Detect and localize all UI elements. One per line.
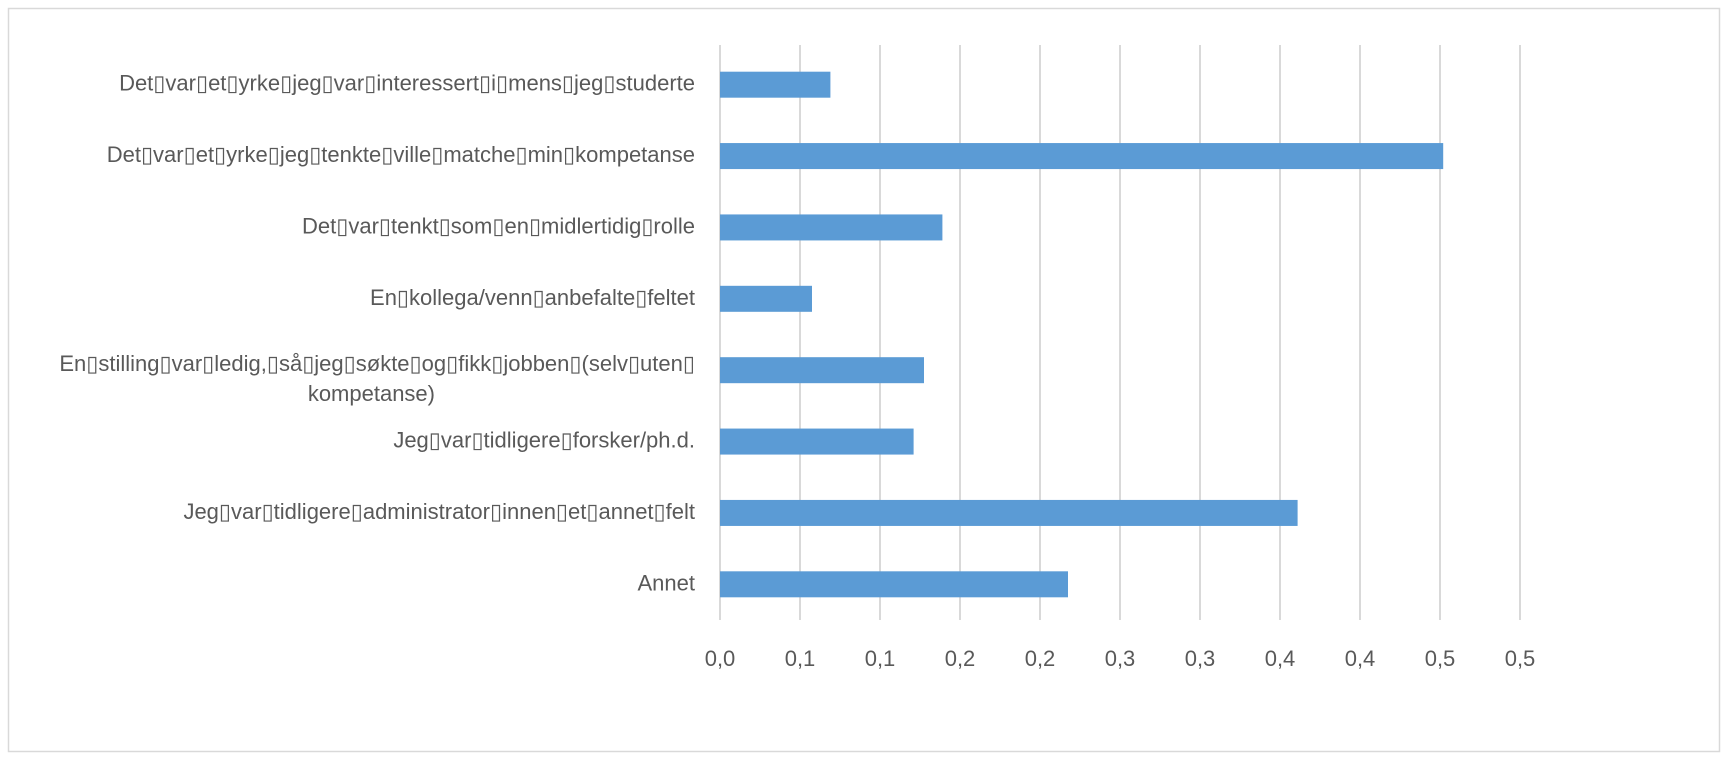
bar [720,428,914,455]
x-tick-label: 0,0 [705,646,736,671]
y-tick-label: Jeg▯var▯tidligere▯administrator▯innen▯et… [183,499,695,524]
x-tick-label: 0,3 [1185,646,1216,671]
y-tick-label: En▯stilling▯var▯ledig,▯så▯jeg▯søkte▯og▯f… [59,351,695,406]
x-tick-label: 0,1 [785,646,816,671]
x-tick-label: 0,5 [1425,646,1456,671]
y-tick-label: Det▯var▯tenkt▯som▯en▯midlertidig▯rolle [302,213,695,238]
x-tick-label: 0,4 [1345,646,1376,671]
bar [720,214,943,241]
y-tick-label: Jeg▯var▯tidligere▯forsker/ph.d. [393,427,695,452]
y-tick-label: Det▯var▯et▯yrke▯jeg▯tenkte▯ville▯matche▯… [107,142,695,167]
bar [720,357,924,384]
y-tick-label: Det▯var▯et▯yrke▯jeg▯var▯interessert▯i▯me… [119,71,695,96]
bar [720,71,831,98]
x-tick-label: 0,3 [1105,646,1136,671]
x-tick-label: 0,2 [1025,646,1056,671]
y-tick-label: Annet [638,570,696,595]
x-tick-label: 0,1 [865,646,896,671]
bar [720,499,1298,526]
bar [720,143,1444,170]
x-tick-label: 0,2 [945,646,976,671]
x-tick-label: 0,4 [1265,646,1296,671]
x-tick-label: 0,5 [1505,646,1536,671]
y-tick-label: En▯kollega/venn▯anbefalte▯feltet [370,285,695,310]
bar [720,571,1068,598]
bar [720,285,812,312]
